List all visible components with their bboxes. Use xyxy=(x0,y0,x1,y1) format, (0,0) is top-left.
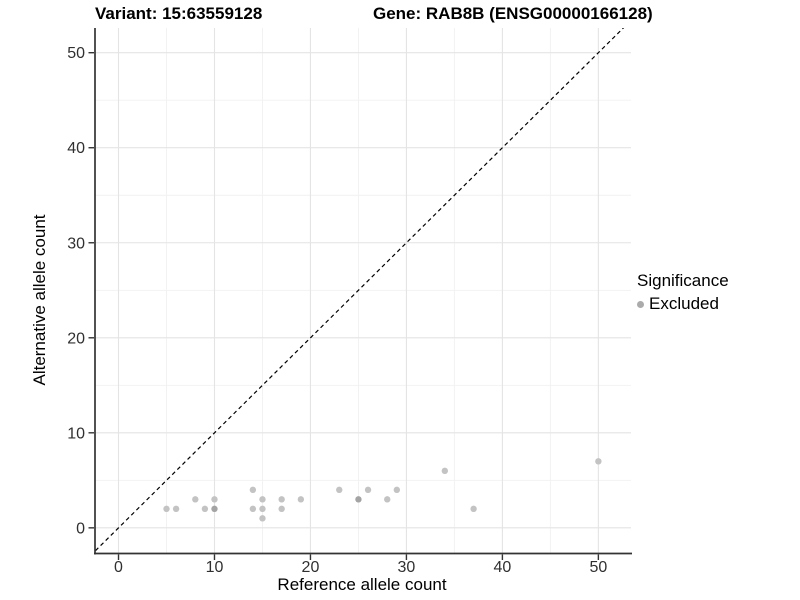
data-point xyxy=(355,496,362,503)
x-axis-tick-label: 20 xyxy=(302,559,320,576)
data-point xyxy=(201,505,209,513)
y-axis-tick-label: 30 xyxy=(67,235,85,252)
data-point xyxy=(470,505,477,513)
legend-item-excluded: Excluded xyxy=(637,294,729,314)
x-axis-tick-label: 40 xyxy=(493,559,511,576)
data-point xyxy=(211,496,218,503)
data-point xyxy=(336,486,343,494)
data-point xyxy=(163,505,170,513)
data-point xyxy=(192,496,199,503)
data-point xyxy=(278,496,285,503)
data-point xyxy=(259,496,266,503)
data-point xyxy=(393,486,401,494)
x-axis-tick-label: 50 xyxy=(589,559,607,576)
plot-title-variant: Variant: 15:63559128 xyxy=(95,4,263,23)
point-icon xyxy=(637,300,644,308)
legend: Significance Excluded xyxy=(637,271,729,314)
data-point xyxy=(278,505,285,513)
data-point xyxy=(297,496,305,503)
data-point xyxy=(364,486,372,494)
x-axis-tick-label: 0 xyxy=(114,559,123,576)
data-point xyxy=(384,496,391,503)
x-axis-tick-label: 10 xyxy=(206,559,224,576)
legend-title: Significance xyxy=(637,271,729,290)
x-axis-tick-label: 30 xyxy=(398,559,416,576)
data-point xyxy=(259,505,266,513)
y-axis-tick-label: 40 xyxy=(67,140,85,157)
legend-item-label: Excluded xyxy=(649,294,719,313)
x-axis-title: Reference allele count xyxy=(277,575,447,594)
data-point xyxy=(172,505,180,513)
y-axis-tick-label: 20 xyxy=(67,330,85,347)
data-point xyxy=(249,486,257,494)
data-point xyxy=(259,515,266,522)
data-point xyxy=(211,505,218,513)
identity-line xyxy=(95,28,625,552)
data-point xyxy=(249,505,257,513)
y-axis-title: Alternative allele count xyxy=(30,214,49,386)
data-point xyxy=(441,467,449,475)
y-axis-tick-label: 10 xyxy=(67,425,85,442)
y-axis-tick-label: 50 xyxy=(67,45,85,62)
y-axis-tick-label: 0 xyxy=(76,520,85,537)
data-point xyxy=(595,458,602,465)
plot-title-gene: Gene: RAB8B (ENSG00000166128) xyxy=(373,4,653,23)
